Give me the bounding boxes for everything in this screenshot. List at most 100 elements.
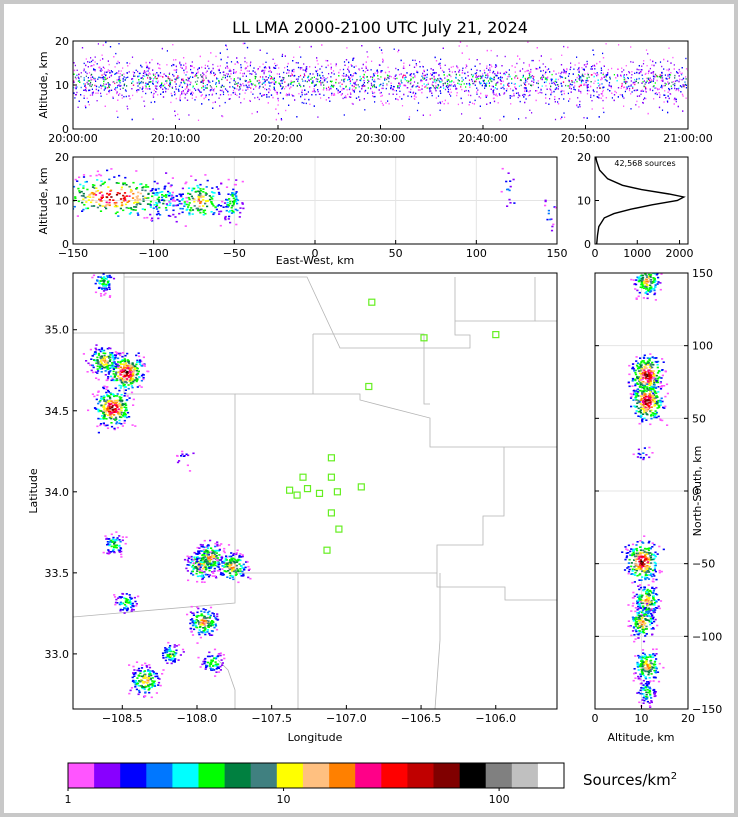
time-altitude-source [587,86,589,88]
time-altitude-source [238,89,240,91]
east-west-source [167,214,170,217]
time-altitude-source [170,101,172,104]
time-altitude-source [347,75,349,77]
time-altitude-source [141,80,143,83]
time-altitude-source [177,88,180,91]
time-altitude-source [321,65,323,68]
plan-view-source [103,408,106,410]
plan-view-source [115,377,118,380]
time-altitude-source [545,85,547,87]
time-altitude-source [272,78,274,80]
plan-view-source [100,397,103,400]
time-altitude-source [238,96,240,98]
time-altitude-source [300,85,302,88]
time-altitude-source [500,76,502,78]
altitude-histogram-ytick-label: 20 [577,151,591,164]
time-altitude-source [293,81,295,83]
time-altitude-source [148,72,150,74]
east-west-source [65,209,67,211]
time-altitude-source [450,81,452,83]
east-west-source [216,205,219,207]
time-altitude-source [547,76,549,78]
east-west-source [124,176,127,179]
time-altitude-source [90,81,92,84]
time-altitude-source [174,110,176,112]
time-altitude-source [205,87,207,89]
time-altitude-source [397,51,399,53]
time-altitude-source [466,65,468,67]
time-altitude-source [246,46,249,49]
time-altitude-source [483,79,485,82]
time-altitude-source [561,85,563,87]
time-altitude-source [670,85,672,87]
east-west-source [181,211,184,214]
plan-view-source [127,374,130,377]
time-altitude-source [656,75,658,78]
time-altitude-source [285,109,287,112]
time-altitude-source [293,68,295,71]
time-altitude-source [262,82,264,84]
time-altitude-source [147,83,149,85]
time-altitude-source [398,82,400,85]
time-altitude-source [114,88,116,90]
time-altitude-source [226,75,229,78]
plan-view-source [128,416,131,418]
time-altitude-source [386,78,388,81]
time-altitude-source [413,73,415,75]
time-altitude-source [386,74,389,76]
east-west-source [189,209,192,212]
east-west-source [190,195,193,198]
time-altitude-source [230,78,232,80]
time-altitude-source [236,83,238,85]
time-altitude-source [188,80,190,82]
time-altitude-source [287,84,289,87]
time-altitude-source [303,76,305,78]
plan-view-source [109,396,112,399]
time-altitude-source [319,74,321,76]
time-altitude-source [90,57,92,59]
time-altitude-source [507,84,509,86]
time-altitude-source [605,79,607,81]
time-altitude-source [681,79,683,81]
plan-view-source [142,356,145,359]
plan-view-source [122,352,125,354]
plan-view-source [123,366,126,369]
time-altitude-source [630,46,632,48]
plan-view-source [107,395,110,397]
time-altitude-source [424,86,426,88]
time-altitude-source [107,69,109,71]
time-altitude-source [234,91,236,94]
time-altitude-source [250,80,252,83]
time-altitude-source [586,77,588,79]
time-altitude-source [326,81,328,83]
time-altitude-source [293,71,295,73]
time-altitude-source [624,81,626,83]
time-altitude-source [105,41,107,44]
time-altitude-source [152,83,154,85]
east-west-source [199,202,202,204]
time-altitude-source [164,83,166,85]
east-west-source [93,192,96,195]
east-west-source [105,207,108,210]
time-altitude-source [586,85,588,87]
time-altitude-source [504,92,506,94]
time-altitude-source [578,67,580,69]
time-altitude-source [638,72,641,74]
time-altitude-source [380,95,382,97]
east-west-source [194,179,197,181]
plan-view-source [107,402,110,405]
east-west-source [106,192,109,195]
plan-view-source [105,418,108,420]
time-altitude-source [553,83,556,85]
time-altitude-source [610,85,612,87]
east-west-source [100,191,103,193]
time-altitude-source [584,73,586,75]
time-altitude-source [596,87,598,89]
time-altitude-source [440,58,442,60]
east-west-source [230,206,233,209]
time-altitude-source [357,84,359,86]
time-altitude-source [352,59,354,61]
time-altitude-source [609,90,611,92]
plan-view-source [147,370,150,373]
time-altitude-source [583,69,585,71]
